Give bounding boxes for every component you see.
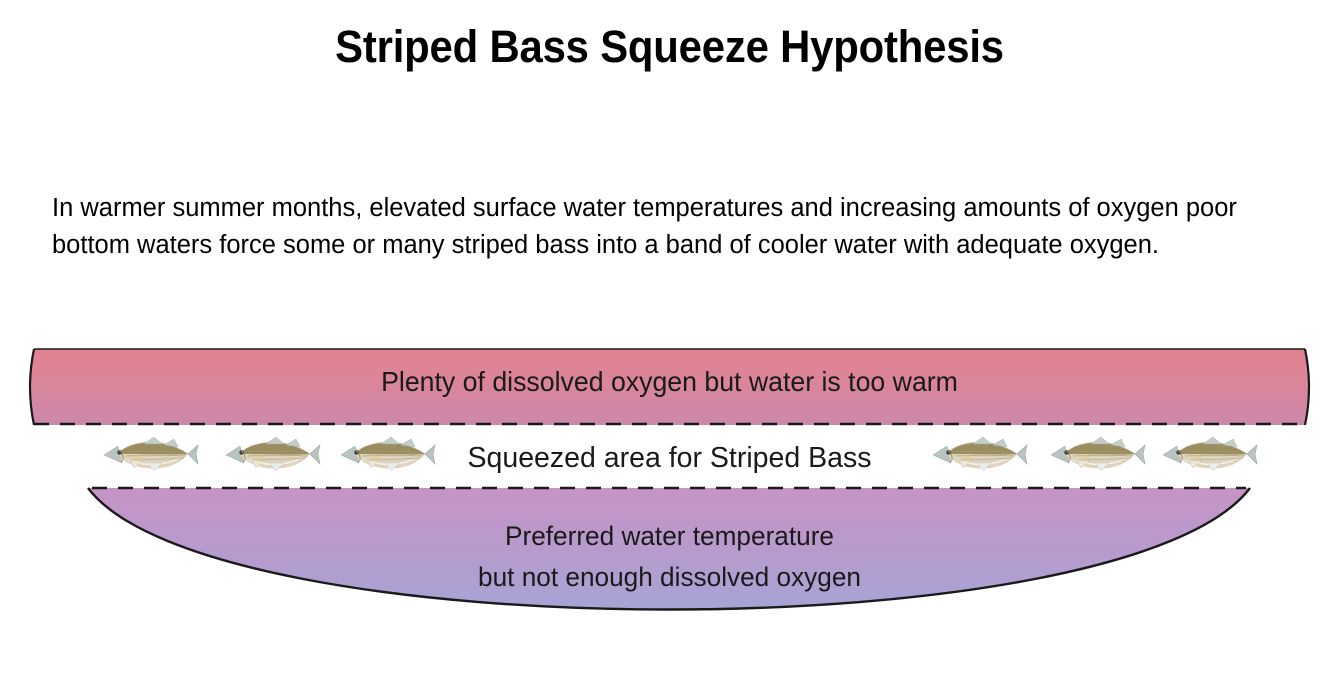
- squeeze-diagram: Plenty of dissolved oxygen but water is …: [0, 330, 1339, 670]
- warm-layer-label: Plenty of dissolved oxygen but water is …: [381, 366, 958, 397]
- diagram-shapes: [28, 348, 1311, 611]
- warm-surface-layer-shape: [28, 348, 1311, 426]
- squeezed-area-label: Squeezed area for Striped Bass: [467, 442, 872, 474]
- bottom-layer-label: Preferred water temperature but not enou…: [20, 516, 1319, 598]
- page-title: Striped Bass Squeeze Hypothesis: [335, 21, 1004, 72]
- bottom-layer-shape: [87, 486, 1251, 611]
- intro-paragraph: In warmer summer months, elevated surfac…: [52, 194, 1237, 259]
- bottom-layer-label-line-1: Preferred water temperature: [505, 521, 834, 551]
- bottom-layer-label-line-2: but not enough dissolved oxygen: [478, 562, 861, 592]
